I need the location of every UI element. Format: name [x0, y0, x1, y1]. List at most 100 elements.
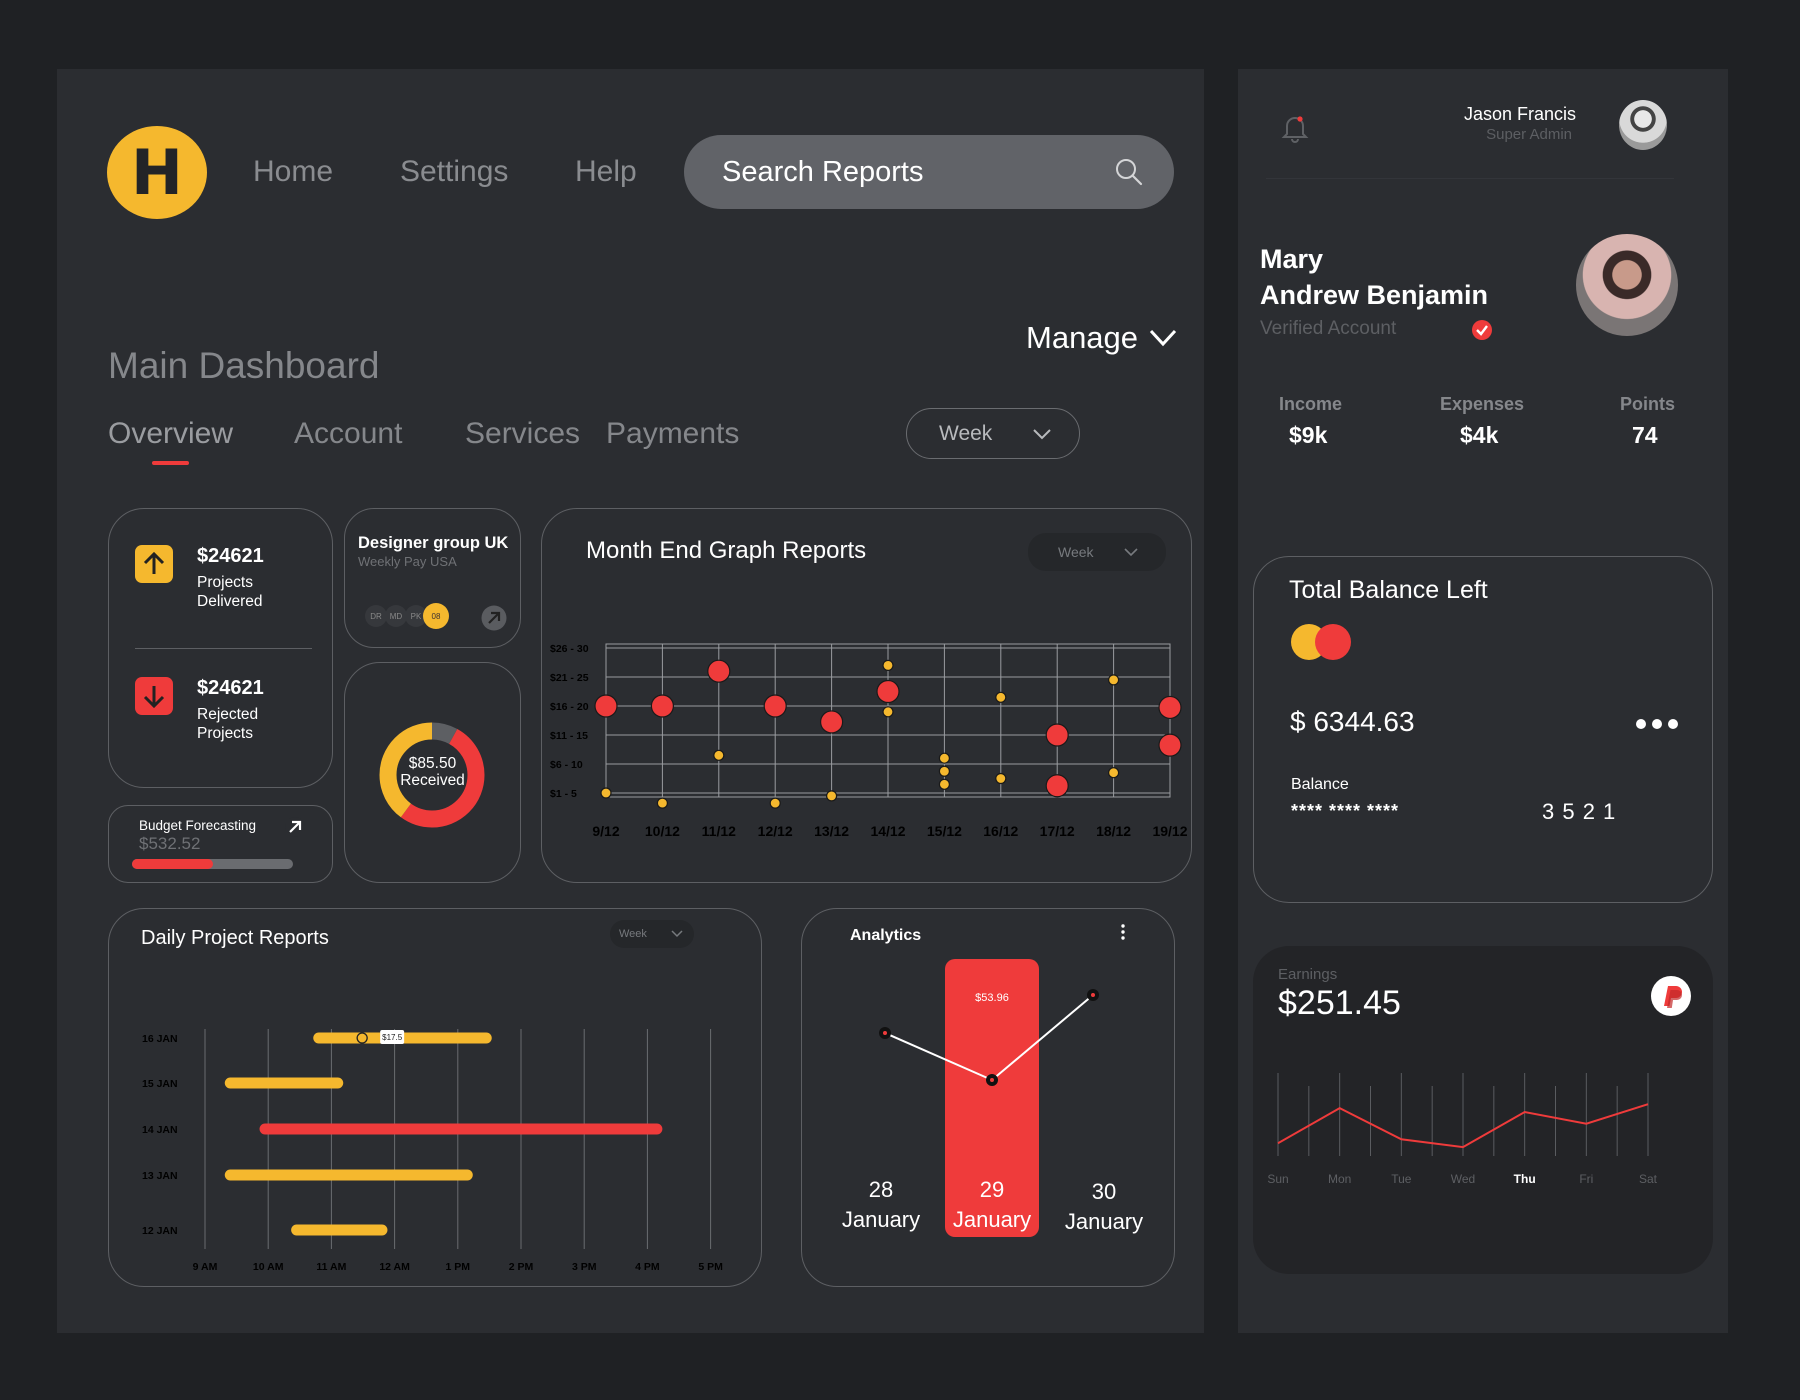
delivered-label-2: Delivered — [197, 593, 263, 610]
x-tick-label: Fri — [1579, 1172, 1593, 1186]
day-29-month: January — [952, 1207, 1032, 1232]
balance-label: Balance — [1291, 776, 1349, 793]
more-horizontal-icon[interactable] — [1635, 718, 1679, 730]
search-placeholder: Search Reports — [722, 155, 924, 188]
yellow-data-point — [1107, 674, 1120, 686]
rejected-label-1: Rejected — [197, 706, 259, 723]
chevron-down-icon — [1033, 428, 1052, 439]
user-role: Super Admin — [1486, 126, 1572, 143]
paypal-icon[interactable] — [1650, 975, 1692, 1017]
app-logo[interactable]: H — [107, 126, 207, 219]
yellow-data-point — [656, 797, 669, 809]
x-tick-label: 4 PM — [635, 1261, 660, 1273]
received-donut-card: $85.50 Received — [344, 662, 521, 883]
daily-period-label: Week — [619, 928, 647, 940]
x-tick-label: 18/12 — [1096, 823, 1131, 839]
arrow-up-right-icon[interactable] — [284, 816, 306, 838]
donut-segment-red — [379, 722, 485, 828]
income-value: $9k — [1289, 422, 1328, 448]
points-value: 74 — [1632, 422, 1658, 448]
budget-card[interactable]: Budget Forecasting $532.52 — [108, 805, 333, 883]
month-period-select[interactable]: Week — [1028, 533, 1166, 571]
x-tick-label: Wed — [1451, 1172, 1475, 1186]
red-data-point — [876, 679, 900, 704]
balance-amount: $ 6344.63 — [1290, 706, 1415, 737]
daily-title: Daily Project Reports — [141, 927, 329, 949]
x-tick-label: 16/12 — [983, 823, 1018, 839]
analytics-point-center — [1091, 993, 1095, 997]
y-tick-label: $21 - 25 — [550, 672, 589, 684]
analytics-title: Analytics — [850, 927, 922, 944]
active-tab-indicator — [152, 461, 189, 465]
period-label: Week — [939, 421, 993, 445]
chevron-down-icon — [671, 930, 683, 938]
bar-marker — [356, 1032, 368, 1044]
y-tick-label: 16 JAN — [142, 1033, 178, 1045]
y-tick-label: 14 JAN — [142, 1124, 178, 1136]
x-tick-label: Sun — [1267, 1172, 1288, 1186]
highlight-value: $53.96 — [975, 992, 1009, 1004]
yellow-data-point — [882, 706, 894, 718]
red-data-point — [820, 710, 844, 734]
profile-first-name: Mary — [1260, 244, 1324, 274]
daily-period-select[interactable]: Week — [610, 920, 694, 948]
balance-title: Total Balance Left — [1289, 576, 1488, 604]
x-tick-label: 13/12 — [814, 823, 849, 839]
month-scatter-chart: $1 - 5 $6 - 10 $11 - 15 $16 - 20 $21 - 25 $26… — [550, 643, 1188, 839]
tab-services[interactable]: Services — [465, 417, 581, 450]
red-data-point — [1045, 723, 1069, 747]
budget-progress-track — [132, 859, 293, 869]
selected-day-highlight[interactable] — [945, 959, 1039, 1237]
day-28-num: 28 — [868, 1177, 894, 1202]
yellow-data-point — [826, 790, 838, 802]
red-data-point — [1158, 733, 1182, 757]
member-count-badge: 08 — [423, 603, 449, 629]
balance-card: Total Balance Left $ 6344.63 Balance ***… — [1253, 556, 1713, 903]
logo-letter: H — [131, 136, 183, 209]
earnings-amount: $251.45 — [1278, 984, 1401, 1022]
bell-icon[interactable] — [1280, 112, 1310, 144]
arrow-down-icon — [135, 677, 173, 715]
chevron-down-icon — [1123, 547, 1138, 556]
yellow-data-point — [600, 787, 612, 799]
project-stats-card: $24621 Projects Delivered $24621 Rejecte… — [108, 508, 333, 788]
arrow-up-right-icon[interactable] — [481, 605, 507, 631]
x-tick-label: Tue — [1391, 1172, 1412, 1186]
yellow-data-point — [938, 765, 950, 777]
tab-overview[interactable]: Overview — [108, 417, 234, 450]
page-title: Main Dashboard — [108, 345, 380, 386]
designer-group-card: Designer group UK Weekly Pay USA DR MD P… — [344, 508, 521, 648]
search-icon[interactable] — [1112, 155, 1146, 189]
day-28-month: January — [841, 1207, 921, 1232]
donut-value: $85.50 — [408, 755, 457, 772]
verified-check-icon — [1472, 320, 1492, 340]
x-tick-label: Sat — [1639, 1172, 1658, 1186]
delivered-label-1: Projects — [197, 574, 253, 591]
red-data-point — [1158, 695, 1182, 720]
nav-settings[interactable]: Settings — [400, 155, 509, 188]
tab-account[interactable]: Account — [294, 417, 403, 450]
yellow-data-point — [995, 772, 1007, 785]
more-vertical-icon[interactable] — [1119, 923, 1127, 943]
tab-payments[interactable]: Payments — [606, 417, 740, 450]
period-select[interactable]: Week — [906, 408, 1080, 459]
yellow-data-point — [938, 778, 950, 790]
x-tick-label: 19/12 — [1152, 823, 1187, 839]
points-label: Points — [1620, 394, 1676, 414]
arrow-up-icon — [135, 545, 173, 583]
divider — [1266, 178, 1674, 179]
analytics-line-chart — [879, 989, 1099, 1086]
x-tick-label: 17/12 — [1040, 823, 1075, 839]
nav-home[interactable]: Home — [253, 155, 334, 188]
member-avatars: DR MD PK 08 — [365, 603, 449, 629]
user-avatar[interactable] — [1619, 100, 1667, 150]
manage-dropdown[interactable]: Manage — [1026, 320, 1178, 356]
nav-help[interactable]: Help — [575, 155, 637, 188]
profile-avatar[interactable] — [1576, 234, 1678, 336]
x-tick-label: 10/12 — [645, 823, 680, 839]
search-input[interactable]: Search Reports — [684, 135, 1174, 209]
y-tick-label: $11 - 15 — [550, 730, 588, 742]
month-end-graph-card: Month End Graph Reports Week $1 - 5 $6 - … — [541, 508, 1192, 883]
x-tick-label: 1 PM — [446, 1261, 471, 1273]
x-tick-label: Mon — [1328, 1172, 1351, 1186]
